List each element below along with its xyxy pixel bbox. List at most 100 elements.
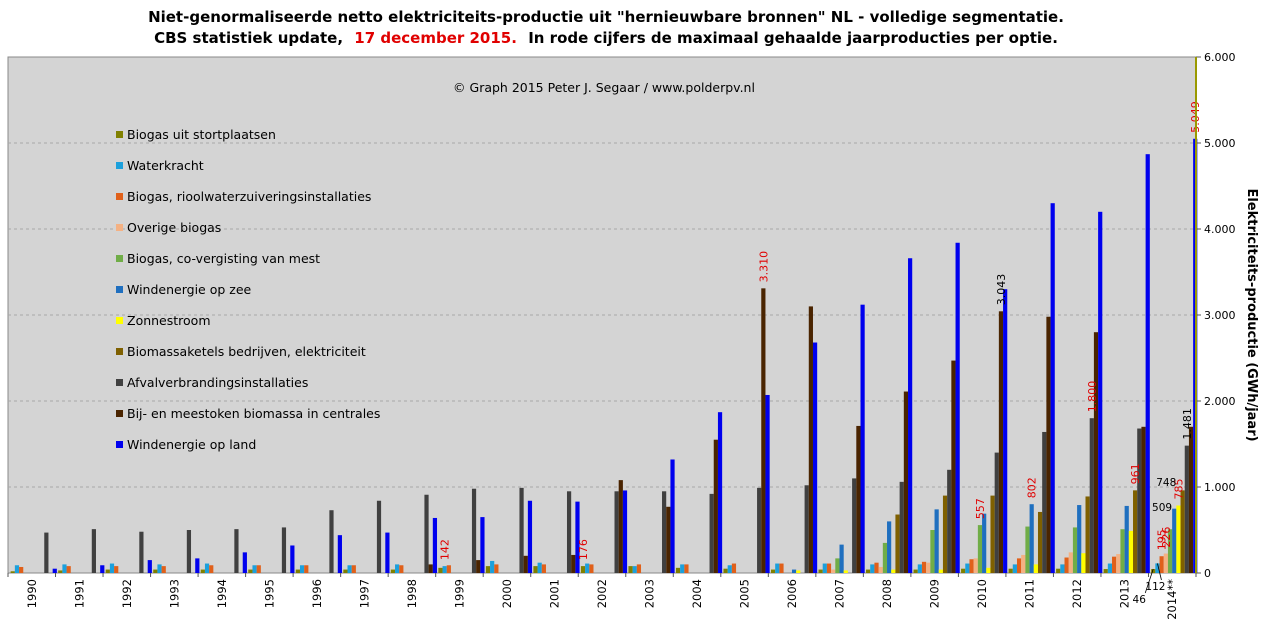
bar [490,560,495,573]
bar [618,480,623,573]
y-tick-label: 6.000 [1204,51,1236,64]
copyright-text: © Graph 2015 Peter J. Segaar / www.polde… [453,80,755,95]
bar [52,568,57,573]
bar [1176,505,1181,573]
bar [930,530,935,573]
x-tick-label: 2005 [738,579,752,608]
y-axis: 0 1.000 2.000 3.000 4.000 5.000 6.000 [1195,51,1236,580]
x-tick-label: 1995 [262,579,276,608]
bar [442,566,447,573]
bar [804,485,809,573]
x-tick-label: 2013 [1118,579,1132,608]
bar [942,495,948,573]
bar [1141,426,1146,573]
data-label: 1.800 [1086,381,1099,413]
bar [917,564,922,573]
bar [1159,556,1164,573]
data-label: 3.043 [995,274,1008,306]
bar [1060,564,1065,573]
bar [765,394,770,573]
bar [1012,564,1017,573]
bar [10,571,15,573]
bar [343,569,348,573]
bar [1145,154,1150,573]
bar [1103,569,1108,573]
bar [1112,556,1117,573]
bar [347,565,352,573]
bar [822,563,827,573]
bar [44,532,49,573]
bar [622,490,628,573]
title-part1: CBS statistiek update, [154,29,343,47]
bar [1068,552,1073,573]
bar [926,562,931,573]
bar [1172,508,1177,573]
bar [14,565,20,573]
bar [299,565,305,573]
bar [1064,557,1069,573]
legend-swatch [116,255,123,262]
legend-swatch [116,131,123,138]
bar [1155,563,1160,573]
bar [775,563,780,573]
data-label: 112 [1145,581,1165,593]
bar [670,459,675,573]
bar [723,568,728,573]
bar [186,530,192,573]
bar [843,570,848,573]
bar [153,569,158,573]
data-label: 176 [577,539,590,560]
bar [831,569,836,573]
bar [428,564,433,573]
bar [934,509,939,573]
bar [757,487,762,573]
bar [281,527,287,573]
legend-label: Biomassaketels bedrijven, elektriciteit [127,344,366,359]
bar [636,564,642,573]
x-tick-label: 2010 [975,579,989,608]
bar [986,567,991,573]
bar [1042,431,1047,573]
x-tick-label: 2000 [500,579,514,608]
bar [589,564,594,573]
data-label: 226 [1160,527,1173,548]
legend-swatch [116,286,123,293]
bar [1167,529,1173,573]
x-tick-label: 1994 [215,579,229,608]
bar [994,452,999,573]
bar [990,495,995,573]
legend-swatch [116,379,123,386]
bar [727,565,732,573]
bar [161,566,166,573]
x-tick-label: 2002 [595,579,609,608]
bar [234,529,239,573]
y-tick-label: 5.000 [1204,137,1236,150]
title-date: 17 december 2015. [354,29,517,47]
x-tick-label: 2014** [1165,579,1179,620]
x-tick-label: 2009 [928,579,942,608]
y-axis-label: Elektriciteits-productie (GWh/jaar) [1244,188,1259,441]
bar [860,304,865,573]
data-label: 195 [1156,529,1169,550]
bar [882,542,888,573]
legend-label: Biogas, co-vergisting van mest [127,251,320,266]
bar [100,565,105,573]
x-tick-label: 2008 [880,579,894,608]
bar [62,564,67,573]
bar [105,569,110,573]
bar [1163,553,1168,573]
chart-title-line2: CBS statistiek update, 17 december 2015.… [154,29,1058,47]
bar [1046,316,1051,573]
bar [666,506,671,573]
bar [1056,568,1061,573]
bar [1089,418,1094,573]
bar [1033,564,1038,573]
bar [390,569,396,573]
bar [523,555,528,573]
bar [951,360,956,573]
bar [1016,558,1022,573]
legend-swatch [116,348,123,355]
bar [662,491,667,573]
bar [969,559,974,573]
